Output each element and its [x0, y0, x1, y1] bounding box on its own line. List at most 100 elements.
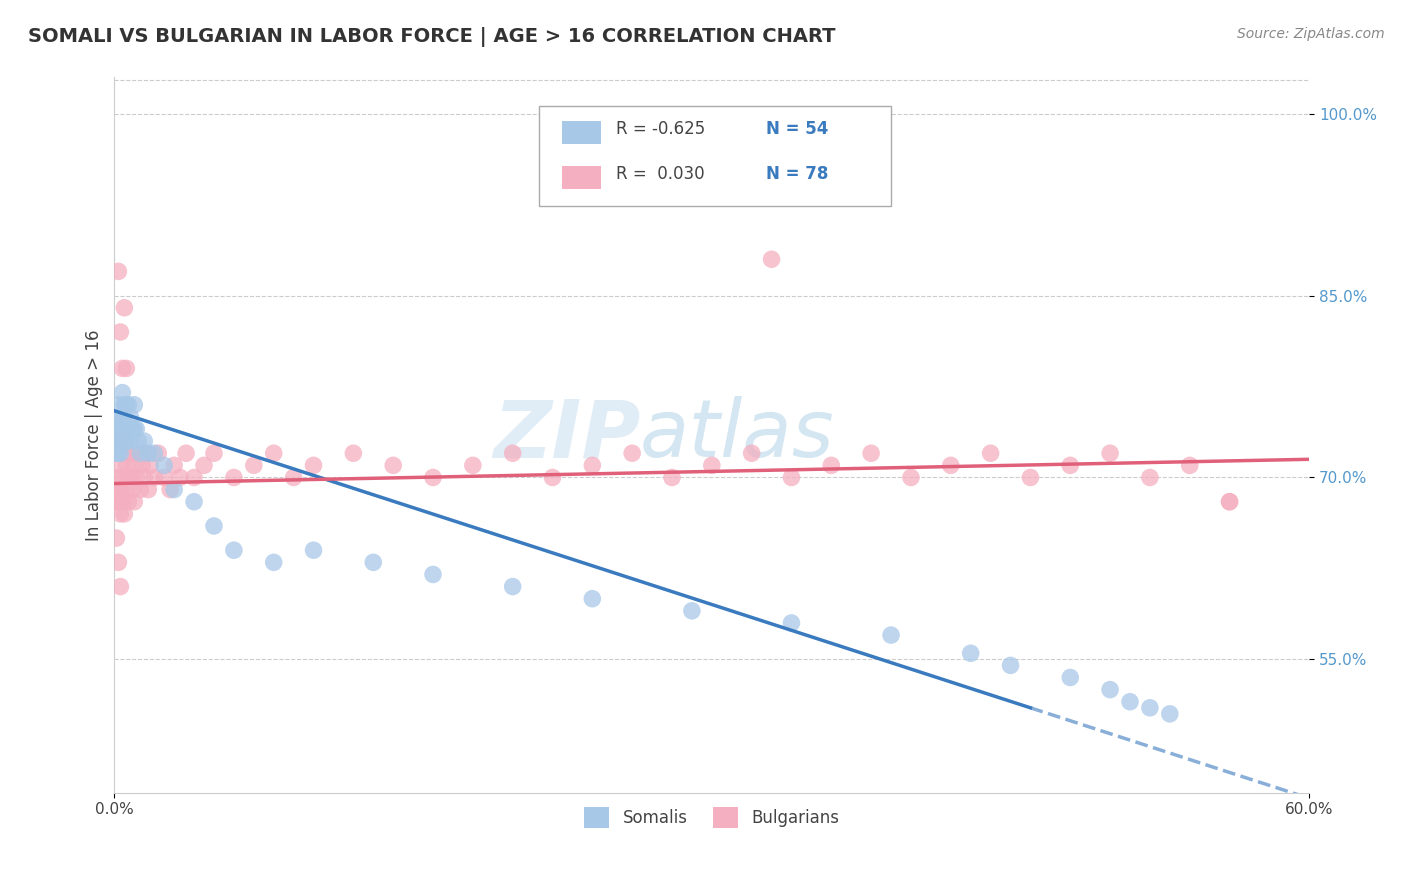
Point	[112, 301, 135, 315]
Point	[661, 470, 683, 484]
Point	[1059, 458, 1081, 473]
Point	[110, 483, 132, 497]
Point	[163, 483, 186, 497]
Point	[112, 507, 135, 521]
Point	[129, 483, 152, 497]
Point	[110, 422, 132, 436]
Point	[115, 398, 138, 412]
Point	[110, 507, 132, 521]
Point	[115, 361, 138, 376]
Point	[621, 446, 644, 460]
Point	[342, 446, 364, 460]
Point	[222, 470, 245, 484]
Point	[110, 409, 132, 424]
Point	[117, 470, 139, 484]
Legend: Somalis, Bulgarians: Somalis, Bulgarians	[578, 801, 846, 834]
Point	[1099, 446, 1122, 460]
Point	[741, 446, 763, 460]
Point	[111, 434, 134, 449]
Point	[202, 446, 225, 460]
Point	[283, 470, 305, 484]
Point	[136, 446, 159, 460]
Point	[105, 434, 128, 449]
Point	[880, 628, 903, 642]
Point	[124, 458, 146, 473]
Point	[112, 446, 135, 460]
Point	[1019, 470, 1042, 484]
Point	[110, 458, 132, 473]
Point	[112, 398, 135, 412]
Point	[125, 422, 148, 436]
Point	[120, 434, 142, 449]
Point	[1099, 682, 1122, 697]
Point	[174, 446, 197, 460]
Point	[121, 422, 143, 436]
Point	[143, 470, 166, 484]
Point	[110, 446, 132, 460]
Point	[153, 470, 176, 484]
Point	[115, 434, 138, 449]
Point	[120, 446, 142, 460]
Text: ZIP: ZIP	[492, 396, 640, 474]
Point	[302, 543, 325, 558]
Point	[120, 470, 142, 484]
Point	[959, 646, 981, 660]
Point	[129, 446, 152, 460]
Point	[107, 494, 129, 508]
Point	[1219, 494, 1241, 508]
Point	[124, 494, 146, 508]
Point	[110, 580, 132, 594]
Point	[502, 580, 524, 594]
Point	[111, 494, 134, 508]
Point	[124, 398, 146, 412]
Point	[541, 470, 564, 484]
Point	[107, 434, 129, 449]
Point	[1139, 700, 1161, 714]
Point	[111, 409, 134, 424]
Point	[121, 483, 143, 497]
Point	[134, 470, 156, 484]
Point	[761, 252, 783, 267]
Point	[980, 446, 1002, 460]
Point	[263, 555, 285, 569]
Point	[117, 422, 139, 436]
Point	[1159, 706, 1181, 721]
Point	[183, 494, 205, 508]
Point	[302, 458, 325, 473]
Point	[127, 446, 149, 460]
Point	[115, 434, 138, 449]
Point	[107, 398, 129, 412]
Text: atlas: atlas	[640, 396, 835, 474]
Point	[125, 470, 148, 484]
Text: Source: ZipAtlas.com: Source: ZipAtlas.com	[1237, 27, 1385, 41]
FancyBboxPatch shape	[538, 106, 891, 206]
Point	[222, 543, 245, 558]
Point	[581, 591, 603, 606]
Point	[159, 483, 181, 497]
Point	[107, 422, 129, 436]
Point	[1119, 695, 1142, 709]
Point	[1059, 671, 1081, 685]
Point	[111, 385, 134, 400]
Point	[105, 494, 128, 508]
Point	[681, 604, 703, 618]
Point	[780, 615, 803, 630]
Point	[382, 458, 405, 473]
Point	[361, 555, 384, 569]
Point	[107, 555, 129, 569]
Point	[143, 446, 166, 460]
FancyBboxPatch shape	[562, 121, 600, 144]
Point	[461, 458, 484, 473]
Point	[117, 494, 139, 508]
Point	[127, 434, 149, 449]
Point	[105, 483, 128, 497]
Point	[700, 458, 723, 473]
Point	[111, 434, 134, 449]
Point	[939, 458, 962, 473]
Point	[111, 470, 134, 484]
Point	[111, 361, 134, 376]
Point	[502, 446, 524, 460]
Point	[1178, 458, 1201, 473]
Point	[107, 434, 129, 449]
Point	[134, 434, 156, 449]
